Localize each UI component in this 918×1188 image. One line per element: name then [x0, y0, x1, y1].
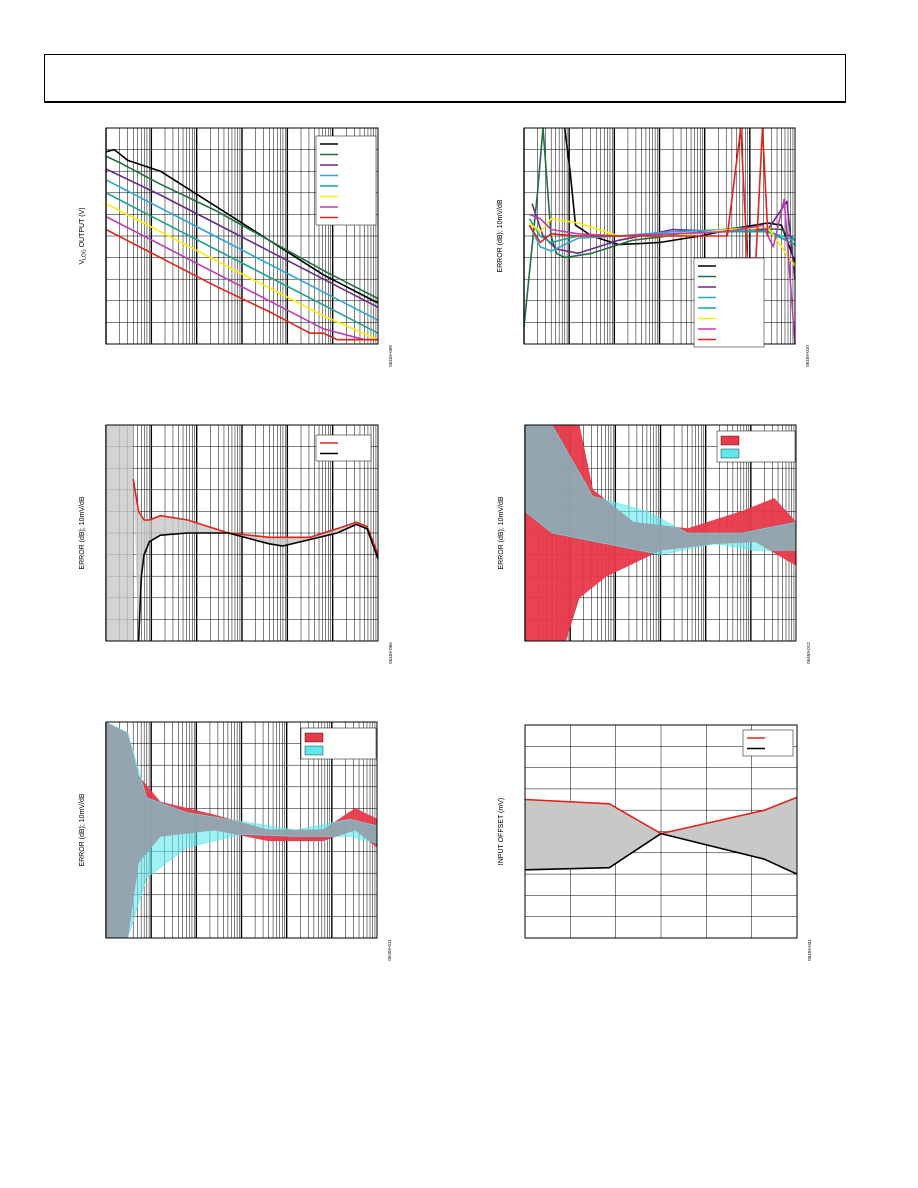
y-axis-label: INPUT OFFSET (mV)	[498, 798, 505, 865]
legend-swatch-0	[720, 435, 740, 446]
series-line-purple	[105, 168, 379, 309]
series-line-red	[105, 228, 378, 341]
legend-swatch-1	[304, 745, 324, 756]
plot-frame	[105, 721, 378, 939]
series-line-yellow	[105, 202, 379, 341]
y-axis-label: VLOG OUTPUT (V)	[79, 207, 88, 264]
series-line-black	[137, 523, 379, 642]
figure-id: 05459-034	[807, 939, 812, 961]
plot-area	[523, 127, 796, 345]
plot-frame	[524, 724, 798, 939]
plot-frame	[105, 127, 379, 345]
legend-swatch-0	[304, 732, 324, 743]
page-header-box	[44, 54, 846, 103]
series-line-green	[105, 155, 379, 300]
series-line-magenta	[529, 198, 796, 345]
series-line-black	[524, 832, 798, 875]
figure-id: 05459-010	[805, 345, 810, 367]
figure-id: 05459-065	[388, 642, 393, 664]
shaded-envelope	[525, 797, 797, 875]
chart-error-bands-a: ERROR (dB); 10mV/dB 05459-012	[498, 424, 811, 664]
plot-area	[524, 724, 798, 939]
legend-box	[315, 135, 377, 226]
legend	[693, 257, 765, 348]
chart-error-multi-frequency: ERROR (dB); 10mV/dB 05459-010	[497, 127, 810, 367]
figure-id: 05459-012	[806, 642, 811, 664]
legend-box	[742, 729, 794, 757]
series-line-black	[563, 127, 796, 263]
legend-swatch-1	[720, 448, 740, 459]
legend	[300, 727, 377, 760]
series-line-black	[105, 148, 379, 304]
plot-frame	[105, 424, 379, 642]
y-axis-label: ERROR (dB); 10mV/dB	[79, 496, 86, 569]
plot-area	[524, 424, 797, 642]
plot-area	[105, 424, 379, 642]
chart-error-bands-b: ERROR (dB); 10mV/dB 05459-011	[79, 721, 392, 961]
legend	[315, 135, 377, 226]
y-axis-label: ERROR (dB); 10mV/dB	[497, 199, 504, 272]
chart-error-two-lines: ERROR (dB); 10mV/dB 05459-065	[79, 424, 393, 664]
legend	[716, 430, 796, 463]
chart-vlog-output-vs-input: VLOG OUTPUT (V) 05459-009	[79, 127, 393, 367]
legend	[742, 729, 794, 757]
legend	[315, 434, 372, 462]
plot-frame	[523, 127, 796, 345]
legend-box	[693, 257, 765, 348]
shaded-region	[106, 425, 134, 641]
y-axis-label: ERROR (dB); 10mV/dB	[79, 793, 86, 866]
series-line-teal	[105, 192, 379, 334]
series-line-blue	[105, 179, 379, 321]
grid	[523, 127, 795, 345]
plot-frame	[524, 424, 797, 642]
y-axis-label: ERROR (dB); 10mV/dB	[498, 496, 505, 569]
figure-id: 05459-009	[388, 345, 393, 367]
chart-input-offset: INPUT OFFSET (mV) 05459-034	[498, 724, 812, 961]
figure-id: 05459-011	[387, 939, 392, 961]
legend-box	[315, 434, 372, 462]
